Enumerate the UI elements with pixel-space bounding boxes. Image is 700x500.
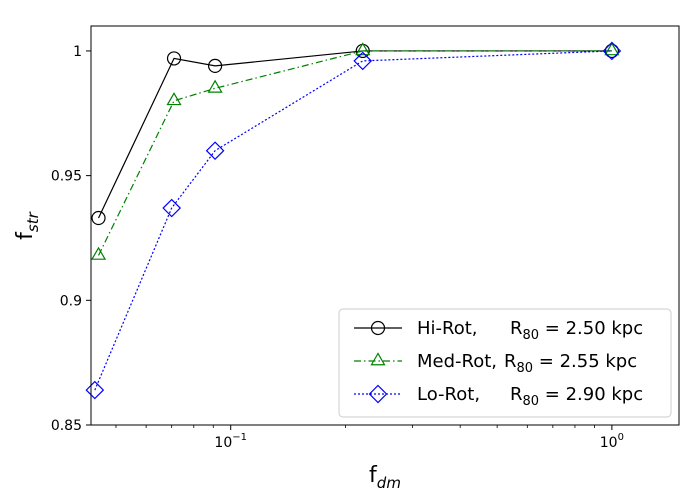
legend-entry-hi-rot: Hi-Rot, R80 = 2.50 kpc [354,318,643,343]
data-point [604,42,620,56]
legend: Hi-Rot, R80 = 2.50 kpc Med-Rot, R80 = 2.55 … [338,308,672,418]
data-point [602,41,622,61]
legend-radius: R80 = 2.55 kpc [504,351,637,376]
y-tick-label: 0.9 [60,293,82,309]
series-layer [85,41,622,400]
series-med-rot [90,42,620,260]
y-axis-label: fstr [13,211,42,239]
legend-series-name: Hi-Rot, [417,318,478,339]
legend-marker [370,352,386,366]
legend-entry-med-rot: Med-Rot, R80 = 2.55 kpc [354,351,637,376]
data-point [166,92,182,106]
series-lo-rot [85,41,622,400]
legend-box [338,308,672,418]
plot-frame [90,25,680,426]
legend-marker [370,320,386,336]
data-point [355,42,371,56]
legend-series-name: Lo-Rot, [417,384,480,405]
legend-entry-lo-rot: Lo-Rot, R80 = 2.90 kpc [354,384,643,409]
y-tick-label: 0.85 [51,418,82,434]
data-point [85,380,105,400]
x-tick-label: 10−1 [214,432,247,451]
data-point [91,210,106,226]
axes-layer: 0.85 0.9 0.95 1 10−1 100 [51,44,624,451]
legend-marker [368,384,388,404]
y-tick-label: 1 [73,44,82,60]
data-point [90,246,107,260]
x-tick-label: 100 [600,432,624,451]
data-point [353,51,373,71]
series-line [97,50,612,256]
data-point [205,141,225,161]
data-point [207,79,223,93]
x-axis-label: fdm [369,463,401,492]
legend-radius: R80 = 2.90 kpc [510,384,643,409]
data-point [207,58,223,74]
series-line [94,50,612,391]
data-point [162,198,182,218]
legend-radius: R80 = 2.50 kpc [510,318,643,343]
legend-series-name: Med-Rot, [417,351,497,372]
data-point [166,51,182,66]
y-tick-label: 0.95 [51,169,82,185]
